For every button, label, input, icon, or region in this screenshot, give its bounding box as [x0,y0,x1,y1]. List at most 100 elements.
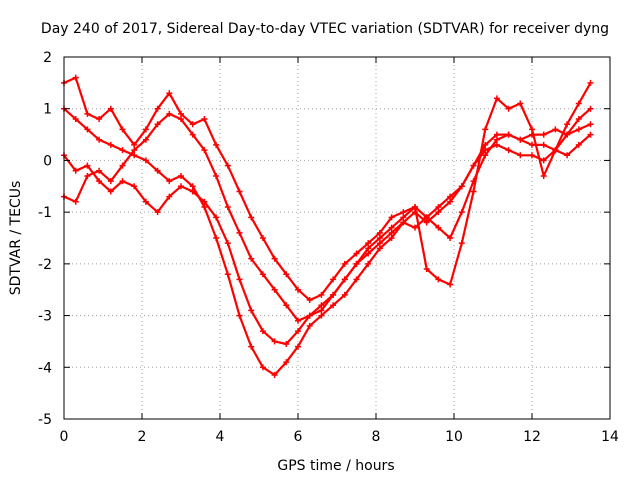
data-point [283,271,290,278]
data-point [505,147,512,154]
data-point [330,302,337,309]
data-point [493,141,500,148]
data-point [564,152,571,159]
data-point [236,188,243,195]
data-point [447,198,454,205]
data-point [189,183,196,190]
data-point [295,317,301,324]
y-tick-label: -4 [38,360,52,376]
data-point [271,255,278,262]
series-track-4 [61,74,594,304]
data-point [575,116,582,123]
data-point [259,364,266,371]
data-point [189,121,196,128]
series-line [62,76,592,302]
data-point [376,235,383,241]
data-point [178,116,184,123]
data-point [154,105,161,112]
data-point [84,110,91,117]
data-point [400,209,407,216]
data-point [353,250,360,257]
data-point [517,100,524,107]
x-tick-label: 4 [216,429,225,445]
data-point [587,131,594,138]
data-point [400,214,407,221]
data-point [248,343,255,350]
data-point [213,214,220,221]
data-point [119,178,126,185]
data-point [166,178,173,185]
data-point [236,312,243,319]
data-point [154,121,161,128]
data-point [295,343,301,350]
x-axis-label: GPS time / hours [277,458,394,474]
data-point [283,359,290,366]
data-point [529,141,535,148]
data-point [540,172,547,179]
x-tick-label: 2 [138,429,147,445]
data-point [540,157,547,164]
data-point [131,147,138,154]
data-point [131,141,138,148]
data-point [271,372,278,379]
x-tick-label: 8 [372,429,381,445]
data-point [201,203,208,210]
data-point [236,276,243,283]
data-point [131,152,138,159]
data-point [201,116,208,123]
data-series [61,74,594,379]
data-point [119,126,126,133]
data-point [330,291,337,298]
data-point [224,203,231,210]
data-point [540,131,547,138]
data-point [505,105,512,112]
data-point [84,126,91,133]
axis-ticks [63,56,611,420]
data-point [96,136,103,143]
x-tick-label: 10 [445,429,463,445]
data-point [447,235,454,241]
data-point [517,136,524,143]
data-point [178,172,184,179]
data-point [330,276,337,283]
x-tick-labels: 0 2 4 6 8 10 12 14 [60,429,619,445]
data-point [388,235,395,241]
series-line [62,107,592,377]
data-point [587,79,594,86]
data-point [84,172,91,179]
data-point [283,341,290,348]
data-point [142,136,149,143]
data-point [189,188,196,195]
data-point [353,260,360,267]
data-point [72,116,79,123]
data-point [306,297,313,304]
data-point [178,183,184,190]
data-point [482,152,489,159]
data-point [201,147,208,154]
data-point [376,229,383,236]
data-point [107,188,114,195]
data-point [178,110,184,117]
plot-frame [63,56,611,420]
y-tick-label: -1 [38,205,52,221]
data-point [224,162,231,169]
data-point [575,100,582,107]
data-point [435,203,442,210]
data-point [493,131,500,138]
data-point [224,240,231,247]
data-point [540,141,547,148]
data-point [107,105,114,112]
data-point [295,286,301,293]
data-point [318,302,325,309]
data-point [142,198,149,205]
data-point [458,209,465,216]
data-point [166,193,173,200]
y-tick-label: -5 [38,412,52,428]
data-point [458,183,465,190]
data-point [341,291,348,298]
data-point [72,198,79,205]
data-point [423,219,430,226]
data-point [564,131,571,138]
data-point [388,229,395,236]
